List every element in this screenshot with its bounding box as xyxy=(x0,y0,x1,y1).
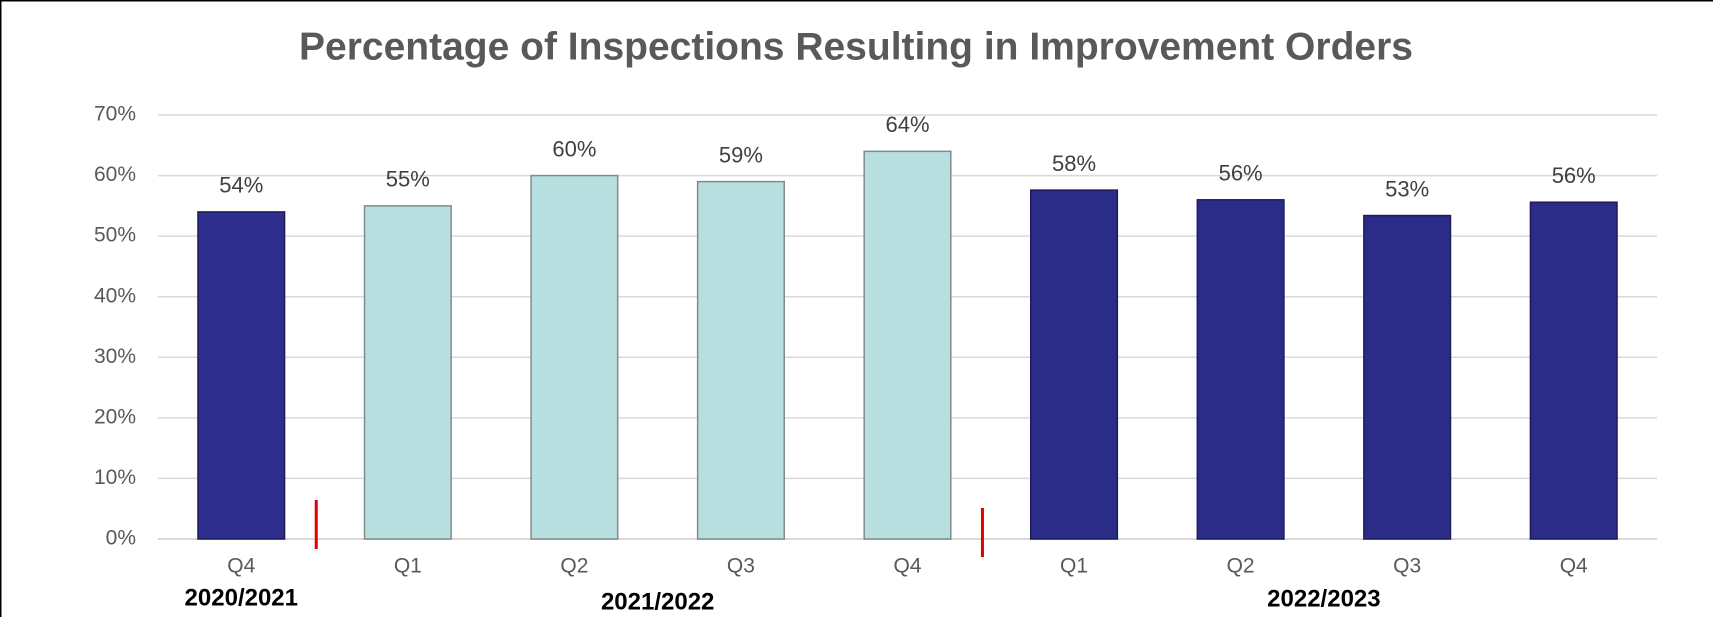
value-label: 56% xyxy=(1219,161,1263,186)
bar xyxy=(363,205,452,540)
value-label: 56% xyxy=(1552,163,1596,188)
x-tick-label: Q3 xyxy=(727,555,755,578)
group-label: 2021/2022 xyxy=(601,588,714,615)
value-label: 60% xyxy=(552,136,596,161)
value-label: 53% xyxy=(1385,176,1429,201)
bar xyxy=(1196,199,1285,540)
x-tick-label: Q4 xyxy=(1560,555,1588,578)
y-tick-label: 20% xyxy=(94,405,136,428)
bar xyxy=(863,150,952,540)
group-label: 2020/2021 xyxy=(185,584,298,611)
value-label: 64% xyxy=(885,112,929,137)
bar xyxy=(696,180,785,540)
chart-title: Percentage of Inspections Resulting in I… xyxy=(299,25,1413,68)
y-tick-label: 0% xyxy=(106,527,136,550)
x-tick-label: Q2 xyxy=(1227,555,1255,578)
y-tick-label: 30% xyxy=(94,345,136,368)
y-tick-label: 40% xyxy=(94,284,136,307)
x-tick-label: Q1 xyxy=(1060,555,1088,578)
x-tick-label: Q2 xyxy=(560,555,588,578)
y-tick-label: 70% xyxy=(94,103,136,126)
value-label: 59% xyxy=(719,142,763,167)
bar xyxy=(530,174,619,540)
bar xyxy=(1529,201,1618,540)
x-tick-label: Q4 xyxy=(227,555,255,578)
y-tick-label: 50% xyxy=(94,224,136,247)
value-label: 55% xyxy=(386,167,430,192)
bar xyxy=(1030,189,1119,540)
bar xyxy=(197,211,286,540)
value-label: 54% xyxy=(219,173,263,198)
group-label: 2022/2023 xyxy=(1267,585,1380,612)
x-tick-label: Q4 xyxy=(893,555,921,578)
x-tick-label: Q3 xyxy=(1393,555,1421,578)
bar xyxy=(1363,214,1452,540)
x-tick-label: Q1 xyxy=(394,555,422,578)
value-label: 58% xyxy=(1052,151,1096,176)
y-tick-label: 10% xyxy=(94,466,136,489)
y-tick-label: 60% xyxy=(94,163,136,186)
